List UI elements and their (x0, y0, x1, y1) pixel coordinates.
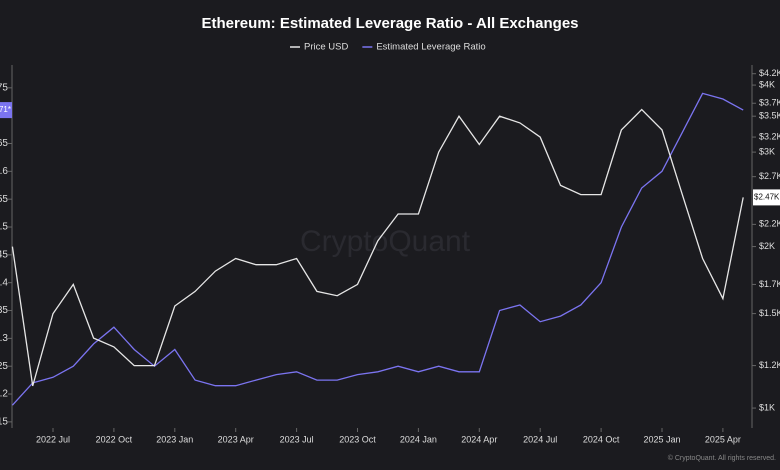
x-tick-label: 2024 Apr (461, 434, 497, 444)
y-tick-label: 0.5 (0, 222, 8, 233)
last-value-label: $2.47K (754, 193, 780, 202)
legend-label: Estimated Leverage Ratio (376, 42, 485, 53)
y2-tick-label: $4.2K (759, 68, 780, 78)
footer: © CryptoQuant. All rights reserved. (668, 454, 776, 462)
series-line (11, 108, 744, 387)
y-tick-label: 0.65 (0, 138, 8, 149)
x-tick-label: 2025 Jan (643, 434, 680, 444)
series-line (11, 92, 744, 406)
y2-tick-label: $2.7K (759, 171, 780, 181)
y-tick-label: 0.2 (0, 389, 8, 400)
y-tick-label: 0.6 (0, 166, 8, 177)
y2-tick-label: $4K (759, 79, 775, 89)
y-tick-label: 0.25 (0, 361, 8, 372)
y2-tick-label: $1K (759, 402, 775, 412)
y-tick-label: 0.4 (0, 277, 8, 288)
x-tick-label: 2025 Apr (705, 434, 741, 444)
x-tick-label: 2023 Oct (339, 434, 376, 444)
y-tick-label: 0.45 (0, 249, 8, 260)
y-tick-label: 0.15 (0, 417, 8, 428)
x-tick-label: 2024 Jul (523, 434, 557, 444)
x-tick-label: 2022 Oct (96, 434, 133, 444)
y2-tick-label: $1.5K (759, 308, 780, 318)
last-value-box (0, 102, 12, 119)
last-value-label: 0.71* (0, 105, 11, 114)
last-value-box (753, 189, 780, 206)
y2-tick-label: $2K (759, 241, 775, 251)
y2-tick-label: $1.2K (759, 360, 780, 370)
x-tick-label: 2024 Oct (583, 434, 620, 444)
chart-title: Ethereum: Estimated Leverage Ratio - All… (201, 15, 578, 32)
legend-label: Price USD (304, 42, 348, 53)
y2-tick-label: $2.2K (759, 219, 780, 229)
y-tick-label: 0.75 (0, 82, 8, 93)
y-tick-label: 0.35 (0, 305, 8, 316)
y-tick-label: 0.55 (0, 194, 8, 205)
y2-tick-label: $3.7K (759, 98, 780, 108)
x-tick-label: 2023 Jan (156, 434, 193, 444)
y-tick-label: 0.3 (0, 333, 8, 344)
x-tick-label: 2023 Jul (280, 434, 314, 444)
y2-tick-label: $3.5K (759, 111, 780, 121)
y2-tick-label: $1.7K (759, 279, 780, 289)
y2-tick-label: $3.2K (759, 131, 780, 141)
y2-tick-label: $3K (759, 146, 775, 156)
x-tick-label: 2023 Apr (218, 434, 254, 444)
x-tick-label: 2024 Jan (400, 434, 437, 444)
x-tick-label: 2022 Jul (36, 434, 70, 444)
